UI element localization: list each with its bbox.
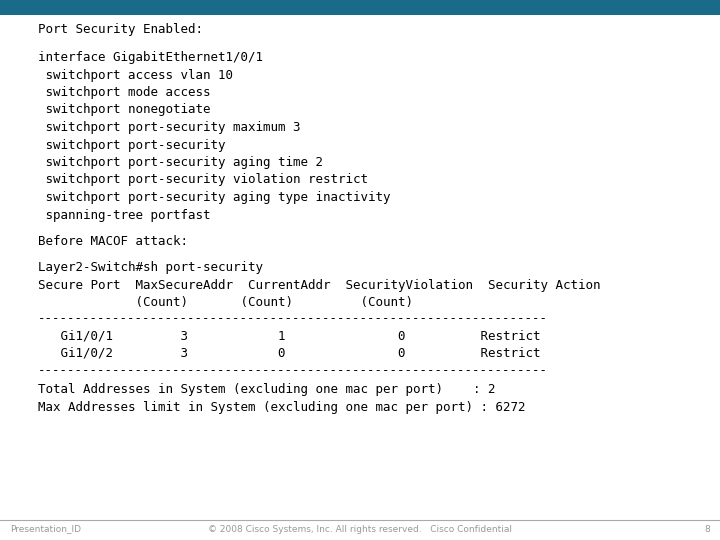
Text: switchport port-security maximum 3: switchport port-security maximum 3 (38, 121, 300, 134)
Text: Presentation_ID: Presentation_ID (10, 524, 81, 534)
Text: Port Security Enabled:: Port Security Enabled: (38, 23, 203, 36)
Text: Layer2-Switch#sh port-security: Layer2-Switch#sh port-security (38, 261, 263, 274)
Text: Gi1/0/1         3            1               0          Restrict: Gi1/0/1 3 1 0 Restrict (38, 329, 541, 342)
Text: switchport access vlan 10: switchport access vlan 10 (38, 69, 233, 82)
Text: © 2008 Cisco Systems, Inc. All rights reserved.   Cisco Confidential: © 2008 Cisco Systems, Inc. All rights re… (208, 524, 512, 534)
Text: Total Addresses in System (excluding one mac per port)    : 2: Total Addresses in System (excluding one… (38, 383, 495, 396)
Text: switchport port-security aging time 2: switchport port-security aging time 2 (38, 156, 323, 169)
Text: switchport port-security: switchport port-security (38, 138, 225, 152)
Text: 8: 8 (704, 524, 710, 534)
Bar (0, 0, 720, 15)
Text: Secure Port  MaxSecureAddr  CurrentAddr  SecurityViolation  Security Action: Secure Port MaxSecureAddr CurrentAddr Se… (38, 279, 600, 292)
Text: switchport port-security violation restrict: switchport port-security violation restr… (38, 173, 368, 186)
Text: spanning-tree portfast: spanning-tree portfast (38, 208, 210, 221)
Text: switchport port-security aging type inactivity: switchport port-security aging type inac… (38, 191, 390, 204)
Text: interface GigabitEthernet1/0/1: interface GigabitEthernet1/0/1 (38, 51, 263, 64)
Text: Gi1/0/2         3            0               0          Restrict: Gi1/0/2 3 0 0 Restrict (38, 347, 541, 360)
Text: (Count)       (Count)         (Count): (Count) (Count) (Count) (38, 296, 413, 309)
Text: Before MACOF attack:: Before MACOF attack: (38, 235, 188, 248)
Text: switchport nonegotiate: switchport nonegotiate (38, 104, 210, 117)
Text: --------------------------------------------------------------------: ----------------------------------------… (38, 364, 548, 377)
Text: --------------------------------------------------------------------: ----------------------------------------… (38, 312, 548, 325)
Text: Max Addresses limit in System (excluding one mac per port) : 6272: Max Addresses limit in System (excluding… (38, 401, 526, 414)
Text: switchport mode access: switchport mode access (38, 86, 210, 99)
